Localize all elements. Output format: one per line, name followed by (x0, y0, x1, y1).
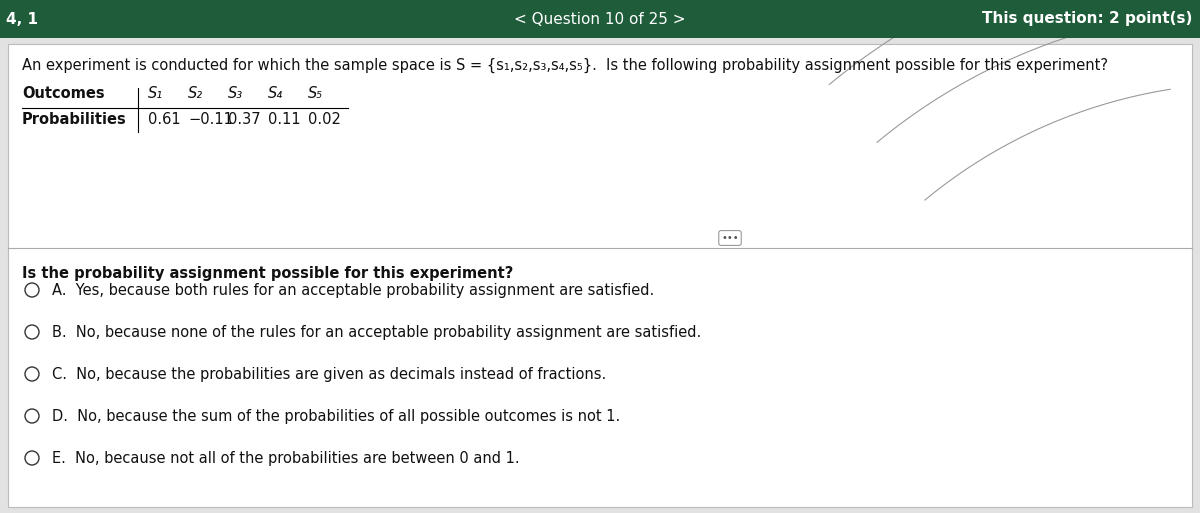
Text: This question: 2 point(s): This question: 2 point(s) (982, 11, 1192, 27)
Text: < Question 10 of 25 >: < Question 10 of 25 > (515, 11, 685, 27)
Text: E.  No, because not all of the probabilities are between 0 and 1.: E. No, because not all of the probabilit… (52, 450, 520, 465)
Text: S₄: S₄ (268, 86, 283, 101)
Text: C.  No, because the probabilities are given as decimals instead of fractions.: C. No, because the probabilities are giv… (52, 366, 606, 382)
Circle shape (25, 367, 38, 381)
Text: Outcomes: Outcomes (22, 86, 104, 101)
Text: 0.11: 0.11 (268, 112, 301, 127)
Text: An experiment is conducted for which the sample space is S = {s₁,s₂,s₃,s₄,s₅}.  : An experiment is conducted for which the… (22, 58, 1108, 73)
Text: −0.11: −0.11 (188, 112, 233, 127)
Circle shape (25, 325, 38, 339)
Text: S₃: S₃ (228, 86, 244, 101)
Text: S₅: S₅ (308, 86, 323, 101)
Circle shape (25, 283, 38, 297)
Text: S₂: S₂ (188, 86, 203, 101)
Text: 0.61: 0.61 (148, 112, 181, 127)
Text: 0.37: 0.37 (228, 112, 260, 127)
Text: Is the probability assignment possible for this experiment?: Is the probability assignment possible f… (22, 266, 514, 281)
Text: •••: ••• (721, 233, 739, 243)
FancyBboxPatch shape (8, 44, 1192, 507)
Text: 0.02: 0.02 (308, 112, 341, 127)
Text: A.  Yes, because both rules for an acceptable probability assignment are satisfi: A. Yes, because both rules for an accept… (52, 283, 654, 298)
Bar (0, 0, 1200, 38)
Text: S₁: S₁ (148, 86, 163, 101)
Circle shape (25, 451, 38, 465)
Text: Probabilities: Probabilities (22, 112, 127, 127)
Text: 4, 1: 4, 1 (6, 11, 38, 27)
Text: D.  No, because the sum of the probabilities of all possible outcomes is not 1.: D. No, because the sum of the probabilit… (52, 408, 620, 424)
Text: B.  No, because none of the rules for an acceptable probability assignment are s: B. No, because none of the rules for an … (52, 325, 701, 340)
Circle shape (25, 409, 38, 423)
